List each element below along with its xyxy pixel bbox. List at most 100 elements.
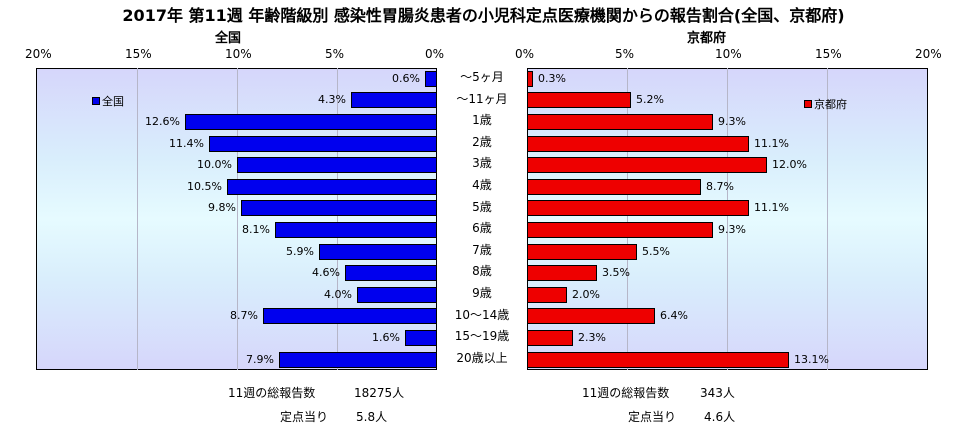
kyoto-bar	[527, 200, 749, 217]
legend-label-national: 全国	[102, 95, 124, 108]
kyoto-bar	[527, 178, 701, 195]
category-label: 5歳	[472, 199, 492, 214]
national-value-label: 8.1%	[242, 223, 270, 236]
kyoto-value-label: 12.0%	[772, 158, 807, 172]
left-panel-title: 全国	[215, 31, 242, 46]
kyoto-value-label: 13.1%	[794, 352, 829, 366]
national-bar	[237, 157, 437, 174]
kyoto-bar	[527, 135, 749, 152]
national-value-label: 4.0%	[324, 287, 352, 301]
national-bar	[227, 178, 437, 195]
national-bar	[263, 308, 437, 325]
national-value-label: 9.8%	[208, 201, 236, 215]
kyoto-value-label: 3.5%	[602, 266, 630, 280]
kyoto-value-label: 5.5%	[642, 244, 670, 258]
left-tick-label: 5%	[325, 47, 345, 61]
category-label: 6歳	[472, 221, 492, 236]
kyoto-value-label: 9.3%	[718, 223, 746, 236]
national-bar	[241, 200, 437, 217]
footer-national-total-label: 11週の総報告数	[228, 386, 316, 400]
national-value-label: 12.6%	[145, 115, 180, 128]
national-bar	[357, 286, 437, 303]
footer-national-per-label: 定点当り	[280, 410, 329, 424]
left-grid-line	[237, 68, 238, 370]
kyoto-bar	[527, 265, 597, 282]
left-grid-line	[137, 68, 138, 370]
kyoto-value-label: 11.1%	[754, 201, 789, 215]
category-label: ～5ヶ月	[460, 70, 504, 84]
left-tick-label: 0%	[425, 47, 445, 61]
kyoto-value-label: 9.3%	[718, 115, 746, 128]
right-tick-label: 0%	[515, 47, 535, 61]
right-grid-line	[627, 68, 628, 370]
national-value-label: 10.0%	[197, 158, 232, 172]
national-value-label: 0.6%	[392, 71, 420, 85]
category-label: 4歳	[472, 178, 492, 192]
kyoto-bar	[527, 351, 789, 368]
footer-national-total-value: 18275人	[354, 386, 405, 400]
kyoto-bar	[527, 114, 713, 130]
kyoto-value-label: 6.4%	[660, 309, 688, 323]
national-value-label: 10.5%	[187, 179, 222, 193]
left-tick-label: 20%	[25, 47, 52, 61]
category-label: 15～19歳	[454, 329, 510, 344]
chart-title: 2017年 第11週 年齢階級別 感染性胃腸炎患者の小児科定点医療機関からの報告…	[122, 6, 845, 25]
national-bar	[345, 265, 437, 282]
legend-national: 全国	[92, 93, 124, 109]
right-grid-line	[827, 68, 828, 370]
national-value-label: 7.9%	[246, 352, 274, 366]
category-label: 3歳	[472, 156, 492, 171]
category-label: 20歳以上	[456, 350, 508, 365]
category-label: 1歳	[472, 113, 492, 128]
right-tick-label: 15%	[815, 47, 842, 61]
kyoto-bar	[527, 92, 631, 109]
national-bar	[185, 114, 437, 130]
footer-kyoto-per-value: 4.6人	[704, 410, 736, 424]
left-tick-label: 15%	[125, 47, 152, 61]
national-value-label: 4.6%	[312, 266, 340, 280]
legend-swatch-kyoto	[804, 100, 812, 108]
kyoto-bar	[527, 70, 533, 87]
right-panel-title: 京都府	[687, 31, 727, 46]
kyoto-bar	[527, 157, 767, 174]
left-tick-label: 10%	[225, 47, 252, 61]
category-label: 8歳	[472, 264, 492, 279]
kyoto-bar	[527, 222, 713, 238]
right-grid-line	[727, 68, 728, 370]
right-tick-label: 5%	[615, 47, 635, 61]
national-bar	[275, 222, 437, 238]
legend-kyoto: 京都府	[804, 96, 847, 112]
kyoto-bar	[527, 243, 637, 260]
national-value-label: 8.7%	[230, 309, 258, 323]
footer-kyoto-total-value: 343人	[700, 386, 735, 400]
kyoto-value-label: 0.3%	[538, 71, 566, 85]
footer-kyoto-per-label: 定点当り	[628, 410, 677, 424]
national-bar	[209, 135, 437, 152]
national-value-label: 11.4%	[169, 136, 204, 150]
national-value-label: 4.3%	[318, 93, 346, 107]
legend-swatch-national	[92, 97, 100, 105]
category-label: 9歳	[472, 286, 492, 300]
kyoto-bar	[527, 330, 573, 346]
right-tick-label: 10%	[715, 47, 742, 61]
national-bar	[351, 92, 437, 109]
national-value-label: 1.6%	[372, 331, 400, 344]
national-bar	[425, 70, 437, 87]
right-tick-label: 20%	[915, 47, 942, 61]
category-label: 10～14歳	[454, 307, 510, 322]
kyoto-value-label: 2.0%	[572, 287, 600, 301]
footer-kyoto-total-label: 11週の総報告数	[582, 386, 670, 400]
kyoto-value-label: 11.1%	[754, 136, 789, 150]
category-label: 7歳	[472, 242, 492, 257]
category-label: 2歳	[472, 134, 492, 149]
kyoto-bar	[527, 308, 655, 325]
kyoto-value-label: 2.3%	[578, 331, 606, 344]
national-bar	[319, 243, 437, 260]
category-label: ～11ヶ月	[456, 91, 508, 106]
kyoto-bar	[527, 286, 567, 303]
kyoto-value-label: 5.2%	[636, 93, 664, 107]
left-grid-line	[337, 68, 338, 370]
national-bar	[279, 351, 437, 368]
footer-national-per-value: 5.8人	[356, 410, 388, 424]
legend-label-kyoto: 京都府	[814, 98, 847, 111]
